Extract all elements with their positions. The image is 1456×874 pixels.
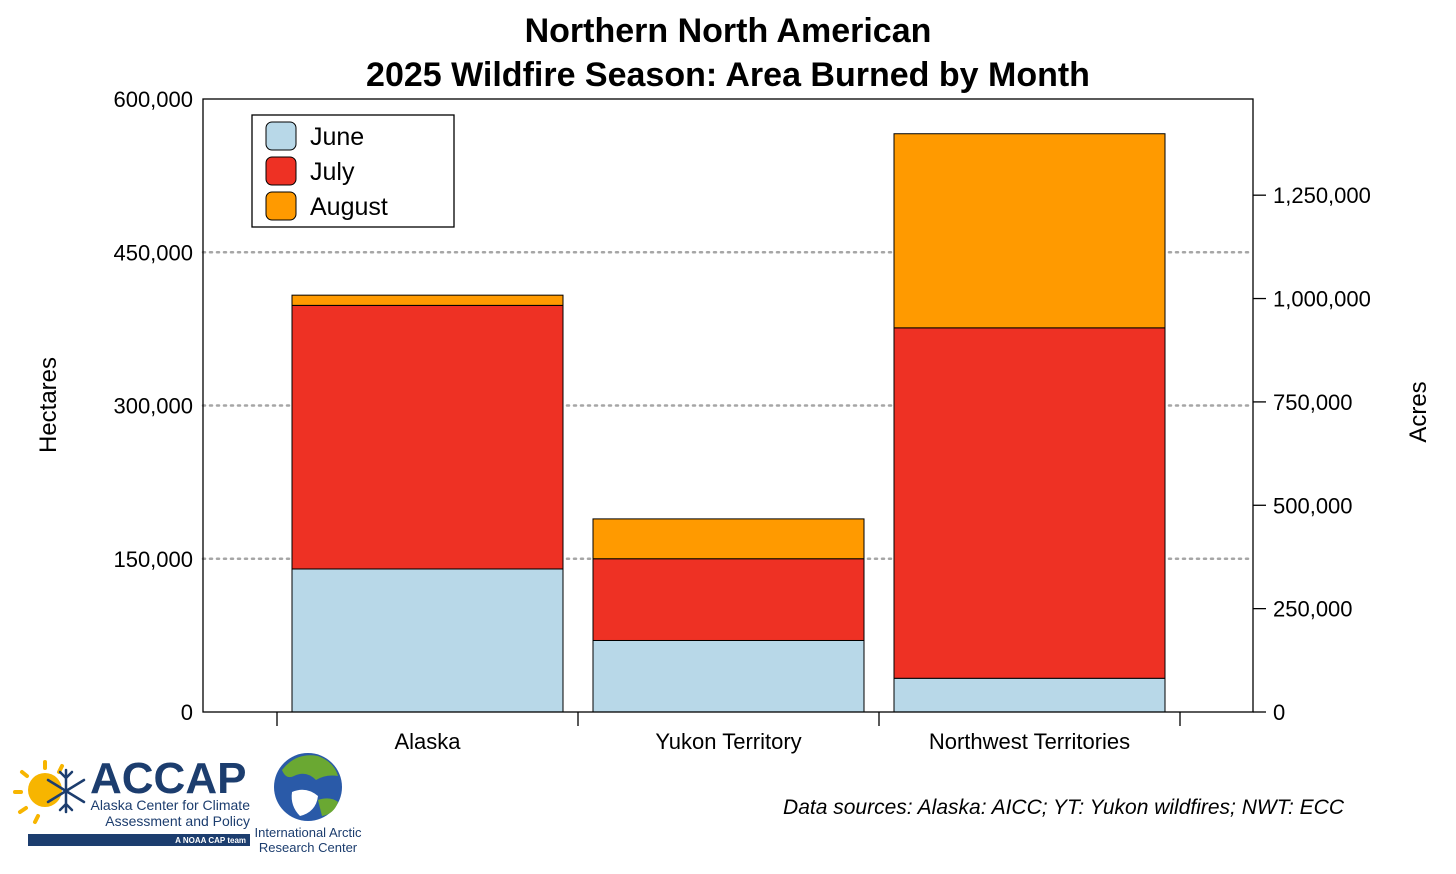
bar-june-northwest-territories [893, 677, 1166, 713]
legend-label-july: July [310, 158, 355, 186]
iarc-line1: International Arctic [255, 825, 362, 840]
legend-swatch-august [265, 191, 297, 221]
legend-swatch-june [265, 121, 297, 151]
bar-july-alaska [291, 304, 564, 570]
accap-line2: Assessment and Policy [105, 813, 250, 829]
accap-tag: A NOAA CAP team [175, 836, 246, 845]
y-tick-label-right: 750,000 [1273, 390, 1353, 415]
legend-label-june: June [310, 123, 364, 151]
accap-tag-bar [28, 834, 250, 846]
bar-august-yukon-territory [592, 518, 865, 560]
chart-title-line1: Northern North American [525, 12, 932, 50]
y-tick-label-left: 150,000 [113, 547, 193, 572]
left-axis-ticks: 0 150,000 300,000 450,000 600,000 [113, 87, 193, 725]
accap-line1: Alaska Center for Climate [90, 797, 250, 813]
bar-july-northwest-territories [893, 327, 1166, 679]
bar-july-yukon-territory [592, 558, 865, 641]
y-tick-label-left: 300,000 [113, 394, 193, 419]
x-tick-label: Yukon Territory [655, 729, 801, 754]
y-tick-label-left: 450,000 [113, 240, 193, 265]
x-tick-label: Northwest Territories [929, 729, 1130, 754]
right-axis-ticks: 0 250,000 500,000 750,000 1,000,000 1,250,000 [1253, 183, 1371, 725]
x-tick-label: Alaska [394, 729, 461, 754]
x-axis-ticks: Alaska Yukon Territory Northwest Territori… [276, 712, 1181, 754]
y-tick-label-right: 500,000 [1273, 493, 1353, 518]
iarc-line2: Research Center [259, 840, 358, 855]
chart-title-line2: 2025 Wildfire Season: Area Burned by Mon… [366, 56, 1090, 94]
legend: June July August [251, 114, 455, 228]
data-source-note: Data sources: Alaska: AICC; YT: Yukon wi… [783, 796, 1345, 819]
y-tick-label-right: 1,000,000 [1273, 287, 1371, 312]
legend-label-august: August [310, 193, 388, 221]
accap-name: ACCAP [90, 754, 246, 803]
bar-august-northwest-territories [893, 133, 1166, 329]
bar-august-alaska [291, 294, 564, 306]
iarc-logo: International Arctic Research Center [255, 753, 362, 855]
globe-icon [274, 753, 342, 821]
accap-logo: ACCAP Alaska Center for Climate Assessme… [13, 754, 250, 846]
y-tick-label-left: 0 [181, 700, 193, 725]
y-tick-label-right: 0 [1273, 700, 1285, 725]
bar-june-yukon-territory [592, 639, 865, 713]
y-axis-title-left: Hectares [35, 357, 62, 453]
y-tick-label-right: 250,000 [1273, 597, 1353, 622]
plot-frame [202, 98, 1254, 713]
y-tick-label-right: 1,250,000 [1273, 183, 1371, 208]
bar-june-alaska [291, 568, 564, 713]
legend-swatch-july [265, 156, 297, 186]
y-axis-title-right: Acres [1405, 381, 1432, 442]
y-tick-label-left: 600,000 [113, 87, 193, 112]
sun-snowflake-icon [13, 760, 86, 824]
bars-group [291, 133, 1166, 713]
